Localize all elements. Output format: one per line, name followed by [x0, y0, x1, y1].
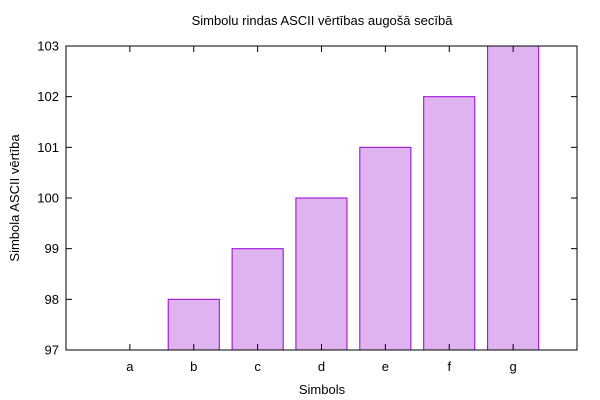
y-tick-label-103: 103	[37, 39, 59, 54]
x-tick-label-a: a	[126, 359, 134, 374]
bar-f	[423, 96, 476, 351]
x-tick-label-e: e	[382, 359, 389, 374]
y-tick-label-98: 98	[45, 292, 59, 307]
bars-group	[167, 45, 540, 351]
x-axis-label: Simbols	[299, 382, 346, 397]
y-tick-label-100: 100	[37, 191, 59, 206]
y-axis-label: Simbola ASCII vērtība	[7, 134, 22, 262]
y-tick-label-101: 101	[37, 140, 59, 155]
bar-g	[487, 45, 540, 351]
y-tick-label-102: 102	[37, 89, 59, 104]
x-tick-label-f: f	[447, 359, 451, 374]
bar-b	[167, 298, 220, 351]
chart-title: Simbolu rindas ASCII vērtības augošā sec…	[192, 13, 454, 28]
y-tick-label-97: 97	[45, 343, 59, 358]
bar-d	[295, 197, 348, 351]
x-tick-label-b: b	[190, 359, 197, 374]
x-tick-label-d: d	[318, 359, 325, 374]
y-tick-label-99: 99	[45, 241, 59, 256]
x-tick-label-c: c	[254, 359, 261, 374]
bar-e	[359, 146, 412, 351]
ticks-group: a b c d e f g 97 98 99 100 101 102 103	[37, 39, 577, 374]
plot-frame	[65, 45, 578, 351]
bar-c	[231, 248, 284, 351]
x-tick-label-g: g	[510, 359, 517, 374]
